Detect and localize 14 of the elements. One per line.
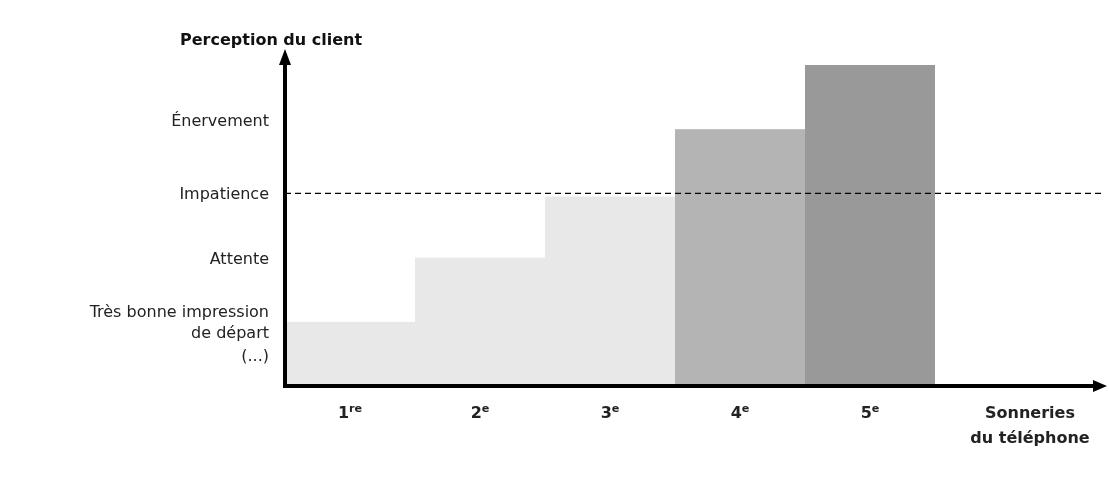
text: Énervement (171, 110, 269, 130)
x-tick-label: 4$^{e}$ (730, 401, 750, 422)
text: Très bonne impression de départ (88, 302, 269, 343)
x-tick-label: 1$^{re}$ (337, 401, 363, 422)
bar (805, 65, 935, 386)
ref-line-label: Impatience (179, 184, 269, 203)
x-tick-label: 2$^{e}$ (470, 401, 490, 422)
x-tick-label: 5$^{e}$ (860, 401, 880, 422)
y-axis-title: Perception du client (180, 30, 363, 49)
text: (...) (241, 345, 269, 365)
bar (675, 129, 805, 386)
x-axis-title: Sonneries du téléphone (970, 403, 1090, 447)
text: Attente (209, 248, 269, 268)
x-tick-label: 3$^{e}$ (600, 401, 620, 422)
